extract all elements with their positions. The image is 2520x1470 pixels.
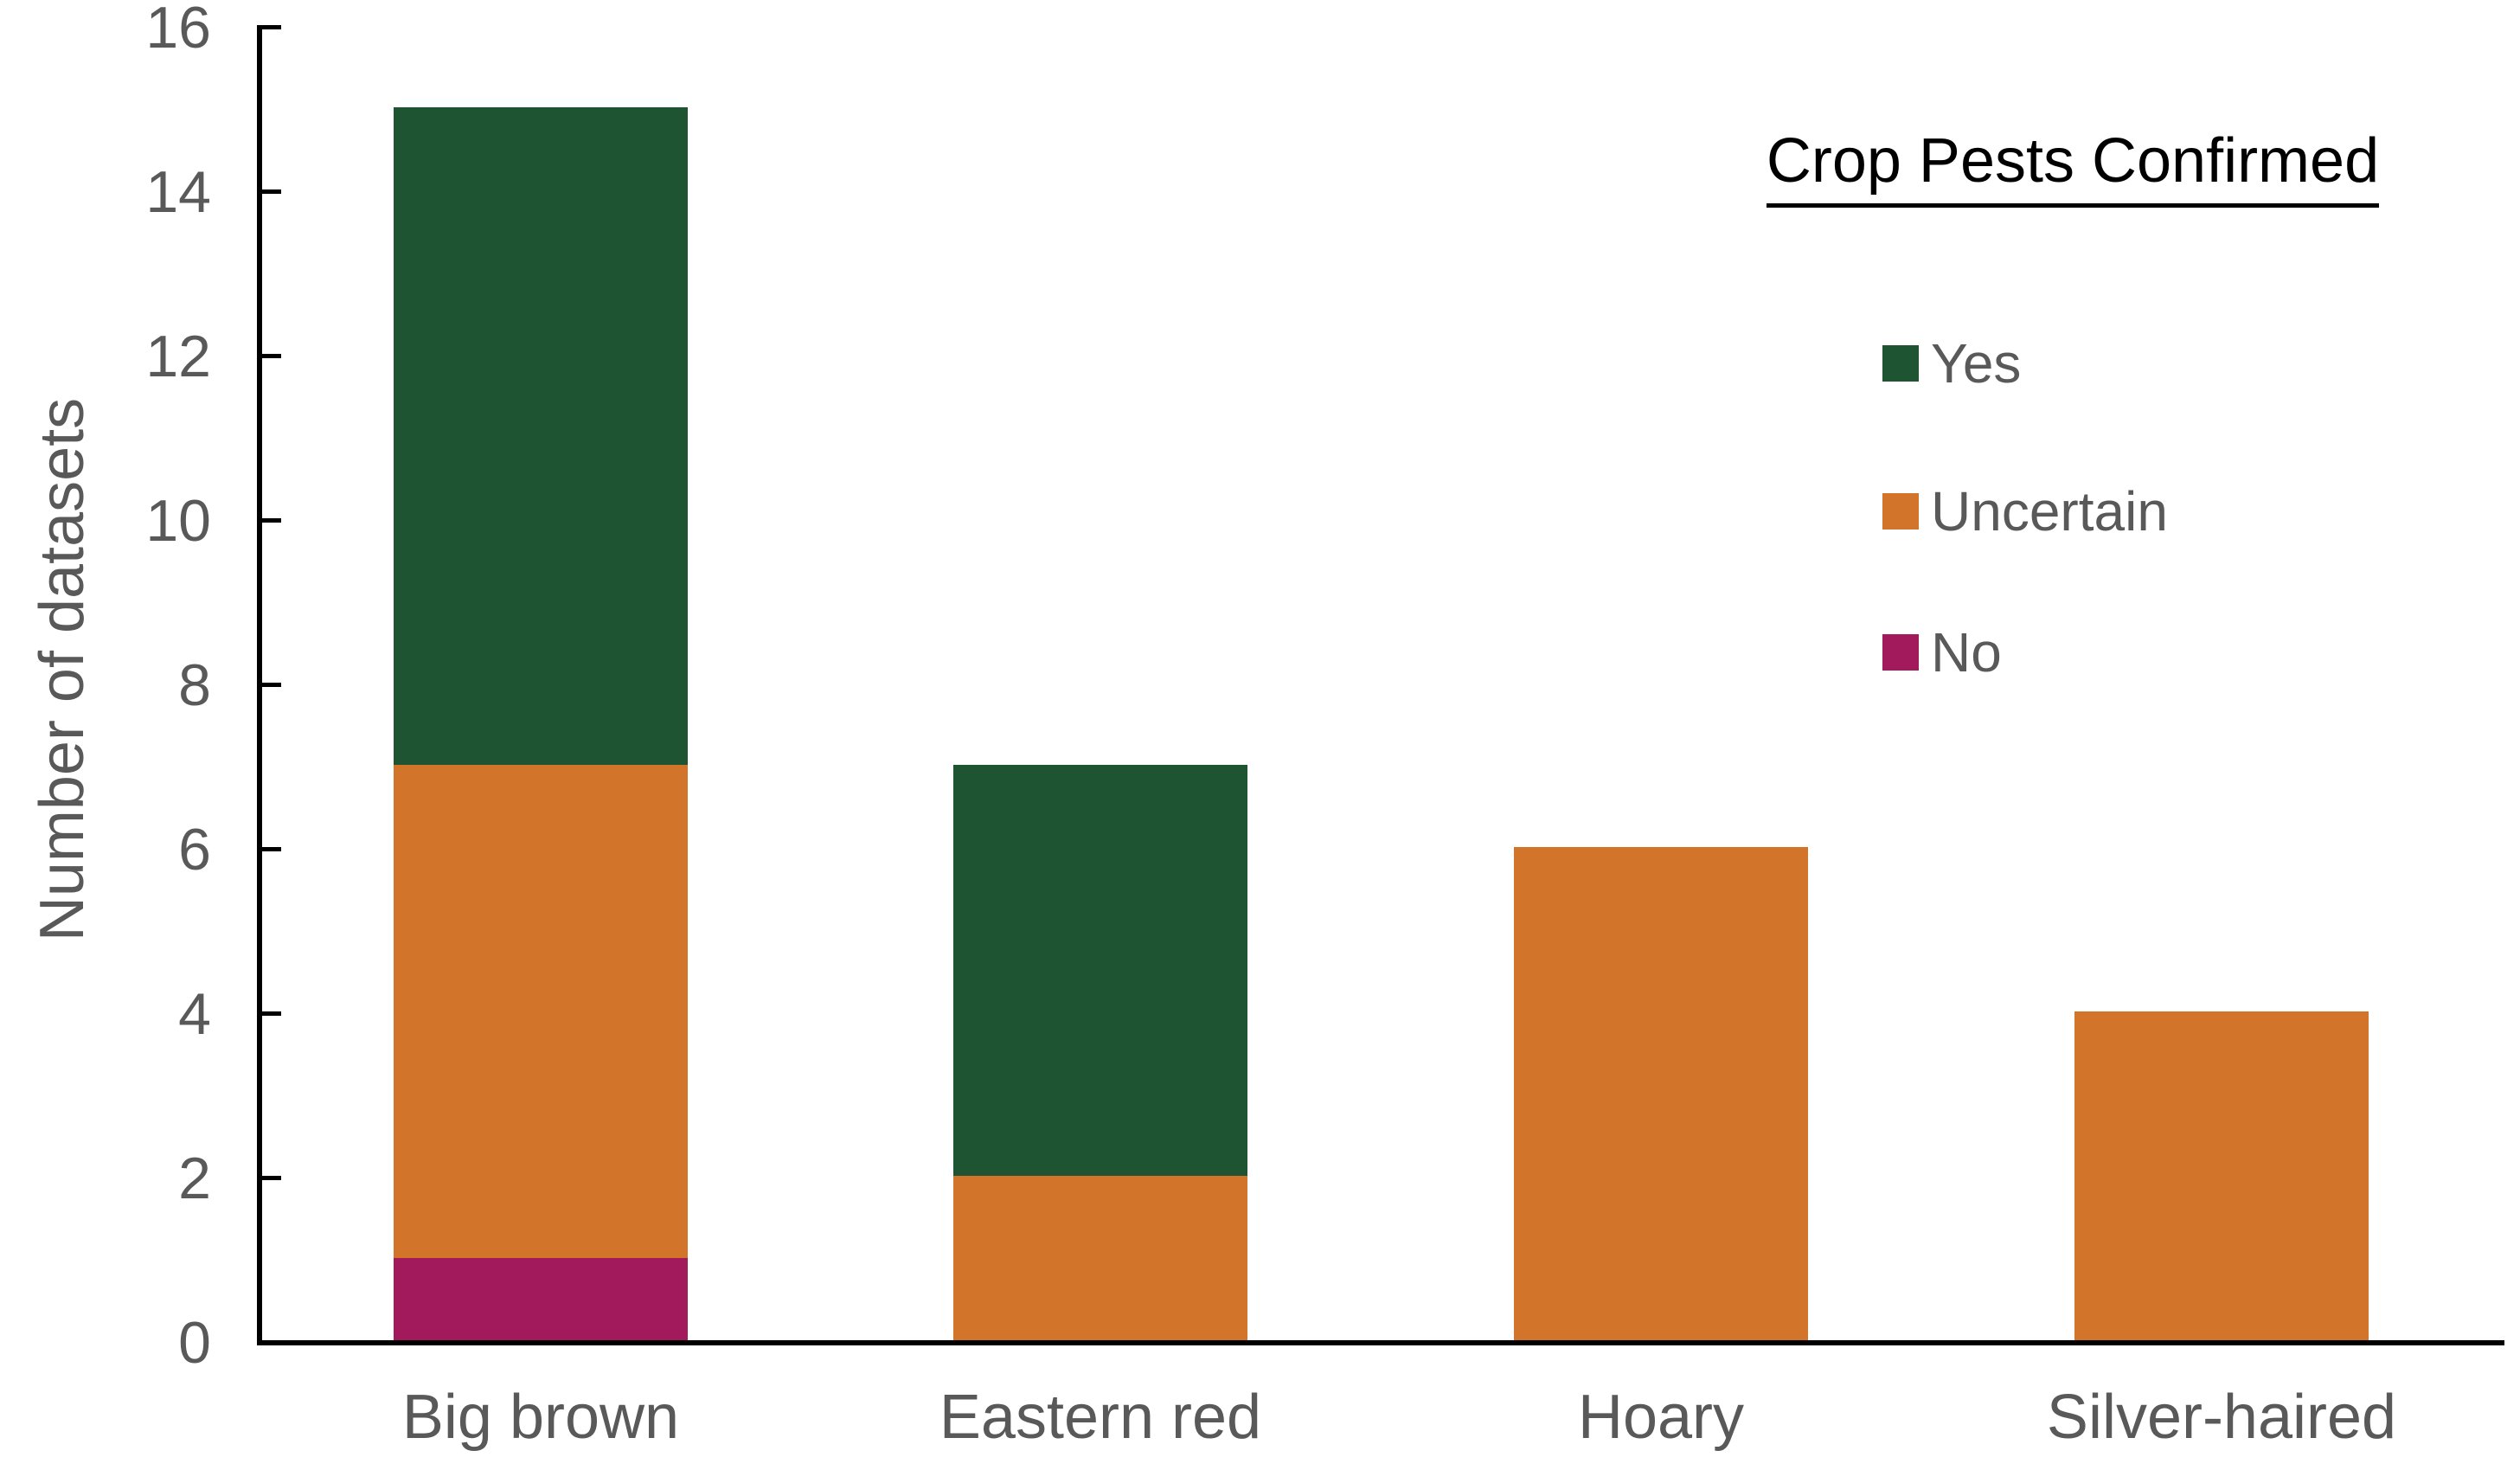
y-tick-label-12: 12 [145, 324, 211, 389]
y-tick-label-4: 4 [178, 981, 211, 1047]
y-tick-label-0: 0 [178, 1310, 211, 1376]
y-tick-label-14: 14 [145, 159, 211, 225]
legend-item-yes: Yes [1882, 336, 2021, 391]
y-tick-label-8: 8 [178, 652, 211, 718]
bar-segment-big-brown-uncertain [394, 765, 688, 1258]
y-axis-line [257, 25, 262, 1345]
bar-segment-big-brown-no [394, 1258, 688, 1340]
y-tick-label-10: 10 [145, 488, 211, 554]
x-tick-label-silver-haired: Silver-haired [2046, 1383, 2397, 1452]
x-tick-label-hoary: Hoary [1577, 1383, 1745, 1452]
y-tick-label-16: 16 [145, 0, 211, 61]
bar-segment-eastern-red-uncertain [953, 1176, 1247, 1340]
bar-segment-eastern-red-yes [953, 765, 1247, 1176]
y-tick-mark-8 [262, 683, 281, 687]
legend-swatch-yes [1882, 345, 1919, 382]
y-tick-mark-10 [262, 518, 281, 523]
bar-segment-silver-haired-uncertain [2074, 1011, 2369, 1340]
y-tick-mark-14 [262, 189, 281, 194]
legend-label-uncertain: Uncertain [1931, 480, 2168, 542]
bar-segment-big-brown-yes [394, 107, 688, 765]
legend-swatch-no [1882, 634, 1919, 671]
legend-title: Crop Pests Confirmed [1727, 125, 2419, 208]
y-tick-mark-6 [262, 847, 281, 851]
x-tick-label-eastern-red: Eastern red [939, 1383, 1262, 1452]
y-tick-label-2: 2 [178, 1146, 211, 1211]
y-tick-mark-16 [262, 25, 281, 29]
x-axis-line [257, 1340, 2504, 1345]
legend-label-no: No [1931, 621, 2002, 684]
legend-label-yes: Yes [1931, 332, 2022, 395]
bar-segment-hoary-uncertain [1514, 847, 1808, 1340]
y-tick-mark-2 [262, 1176, 281, 1180]
x-tick-label-big-brown: Big brown [401, 1383, 680, 1452]
legend-swatch-uncertain [1882, 493, 1919, 530]
legend-item-no: No [1882, 625, 2002, 680]
y-tick-mark-12 [262, 354, 281, 358]
y-tick-mark-4 [262, 1011, 281, 1016]
legend-item-uncertain: Uncertain [1882, 484, 2168, 539]
y-tick-label-6: 6 [178, 817, 211, 883]
